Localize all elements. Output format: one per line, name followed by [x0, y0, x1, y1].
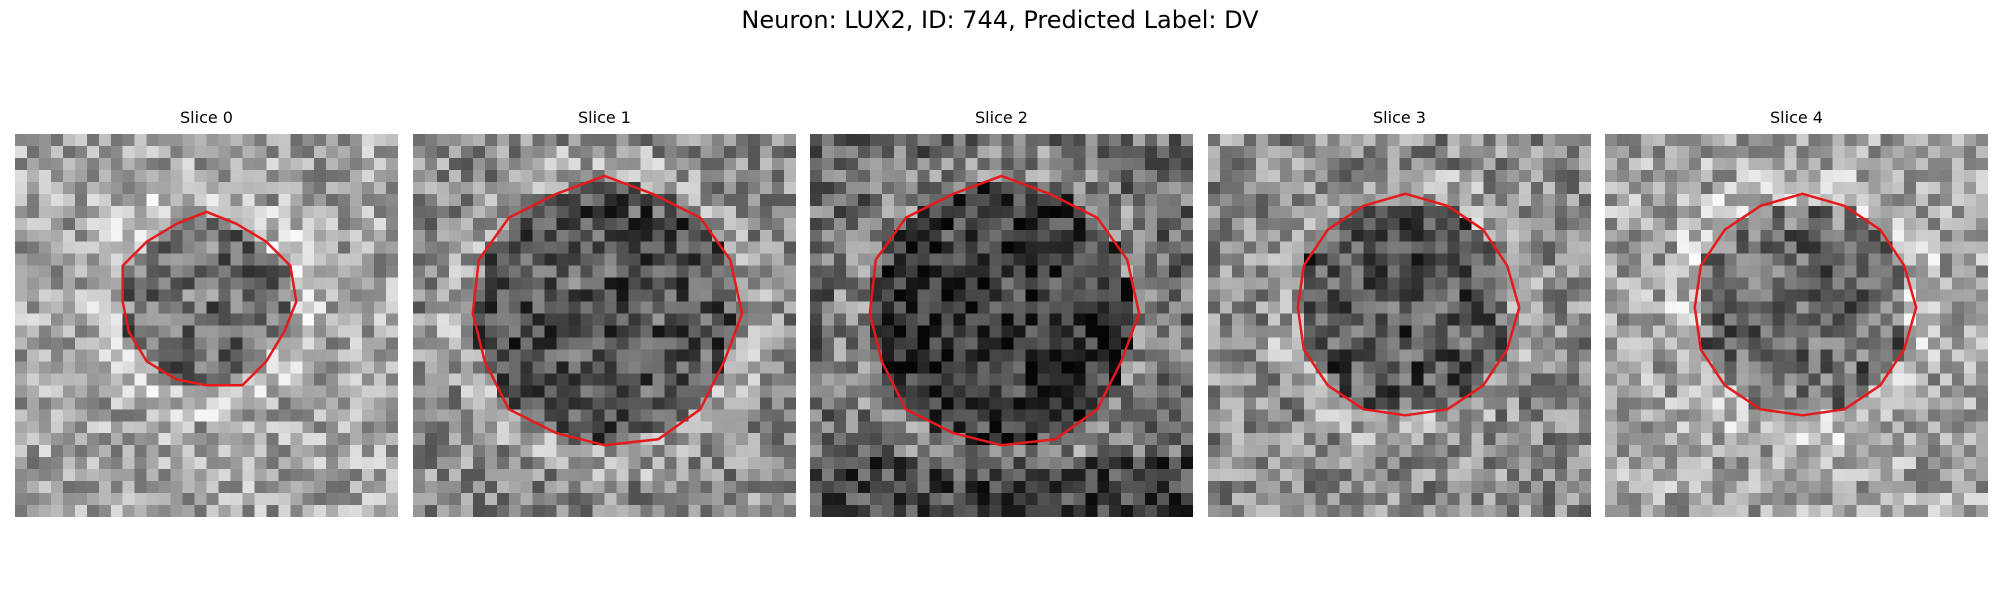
slice-image-1 [413, 134, 796, 517]
roi-outline [121, 210, 298, 387]
pixel-grid [810, 134, 1193, 517]
slice-panel-0: Slice 0 [15, 108, 398, 517]
slice-title-2: Slice 2 [975, 108, 1028, 127]
figure-title: Neuron: LUX2, ID: 744, Predicted Label: … [741, 6, 1259, 34]
slice-panel-4: Slice 4 [1605, 108, 1988, 517]
roi-outline [1693, 192, 1918, 417]
slice-image-0 [15, 134, 398, 517]
slice-image-4 [1605, 134, 1988, 517]
pixel-grid [1208, 134, 1591, 517]
roi-outline [868, 174, 1141, 447]
slice-title-3: Slice 3 [1373, 108, 1426, 127]
slice-panel-1: Slice 1 [413, 108, 796, 517]
pixel-grid [413, 134, 796, 517]
slice-title-0: Slice 0 [180, 108, 233, 127]
slice-image-3 [1208, 134, 1591, 517]
roi-outline [471, 174, 744, 447]
slice-panel-2: Slice 2 [810, 108, 1193, 517]
slice-title-4: Slice 4 [1770, 108, 1823, 127]
slice-title-1: Slice 1 [578, 108, 631, 127]
slice-image-2 [810, 134, 1193, 517]
roi-outline [1296, 192, 1521, 417]
slice-panel-3: Slice 3 [1208, 108, 1591, 517]
pixel-grid [15, 134, 398, 517]
pixel-grid [1605, 134, 1988, 517]
